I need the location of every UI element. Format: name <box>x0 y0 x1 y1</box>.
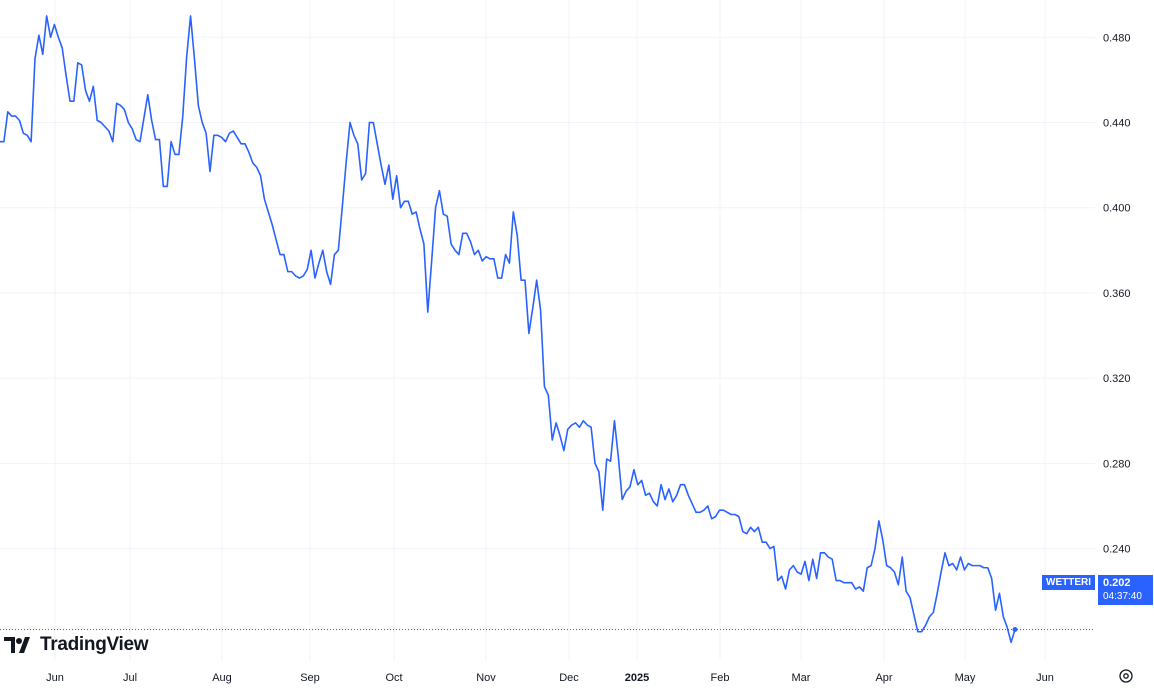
y-tick-label: 0.440 <box>1103 117 1131 129</box>
x-tick-label: Jun <box>46 672 64 684</box>
gear-icon[interactable] <box>1118 668 1134 684</box>
y-tick-label: 0.320 <box>1103 373 1131 385</box>
x-tick-label: Jul <box>123 672 137 684</box>
x-tick-label: Feb <box>711 672 730 684</box>
x-tick-label: Jun <box>1036 672 1054 684</box>
price-series-line <box>0 15 1016 644</box>
y-tick-label: 0.480 <box>1103 32 1131 44</box>
tradingview-logo[interactable]: TradingView <box>4 633 149 657</box>
last-price-dot <box>1012 627 1018 633</box>
x-tick-label: Sep <box>300 672 320 684</box>
last-price: 0.202 <box>1103 577 1131 589</box>
y-tick-label: 0.360 <box>1103 288 1131 300</box>
brand-name: TradingView <box>40 634 149 655</box>
tradingview-logo-icon <box>4 637 30 653</box>
grid-lines <box>0 0 1095 660</box>
x-tick-label: Dec <box>559 672 579 684</box>
x-tick-label: Aug <box>212 672 232 684</box>
price-axis[interactable]: 0.480 0.440 0.400 0.360 0.320 0.280 0.240 <box>1103 32 1131 555</box>
symbol-tag: WETTERI <box>1042 575 1095 590</box>
x-tick-label: Mar <box>792 672 811 684</box>
y-tick-label: 0.280 <box>1103 458 1131 470</box>
bar-countdown: 04:37:40 <box>1103 591 1142 602</box>
time-axis[interactable]: Jun Jul Aug Sep Oct Nov Dec 2025 Feb Mar Apr May Jun <box>46 672 1054 684</box>
x-tick-label: Nov <box>476 672 496 684</box>
x-tick-label: 2025 <box>625 672 649 684</box>
x-tick-label: Oct <box>385 672 402 684</box>
x-tick-label: May <box>955 672 976 684</box>
last-price-badge: 0.202 04:37:40 <box>1098 575 1153 605</box>
y-tick-label: 0.400 <box>1103 203 1131 215</box>
x-tick-label: Apr <box>875 672 892 684</box>
y-tick-label: 0.240 <box>1103 544 1131 556</box>
